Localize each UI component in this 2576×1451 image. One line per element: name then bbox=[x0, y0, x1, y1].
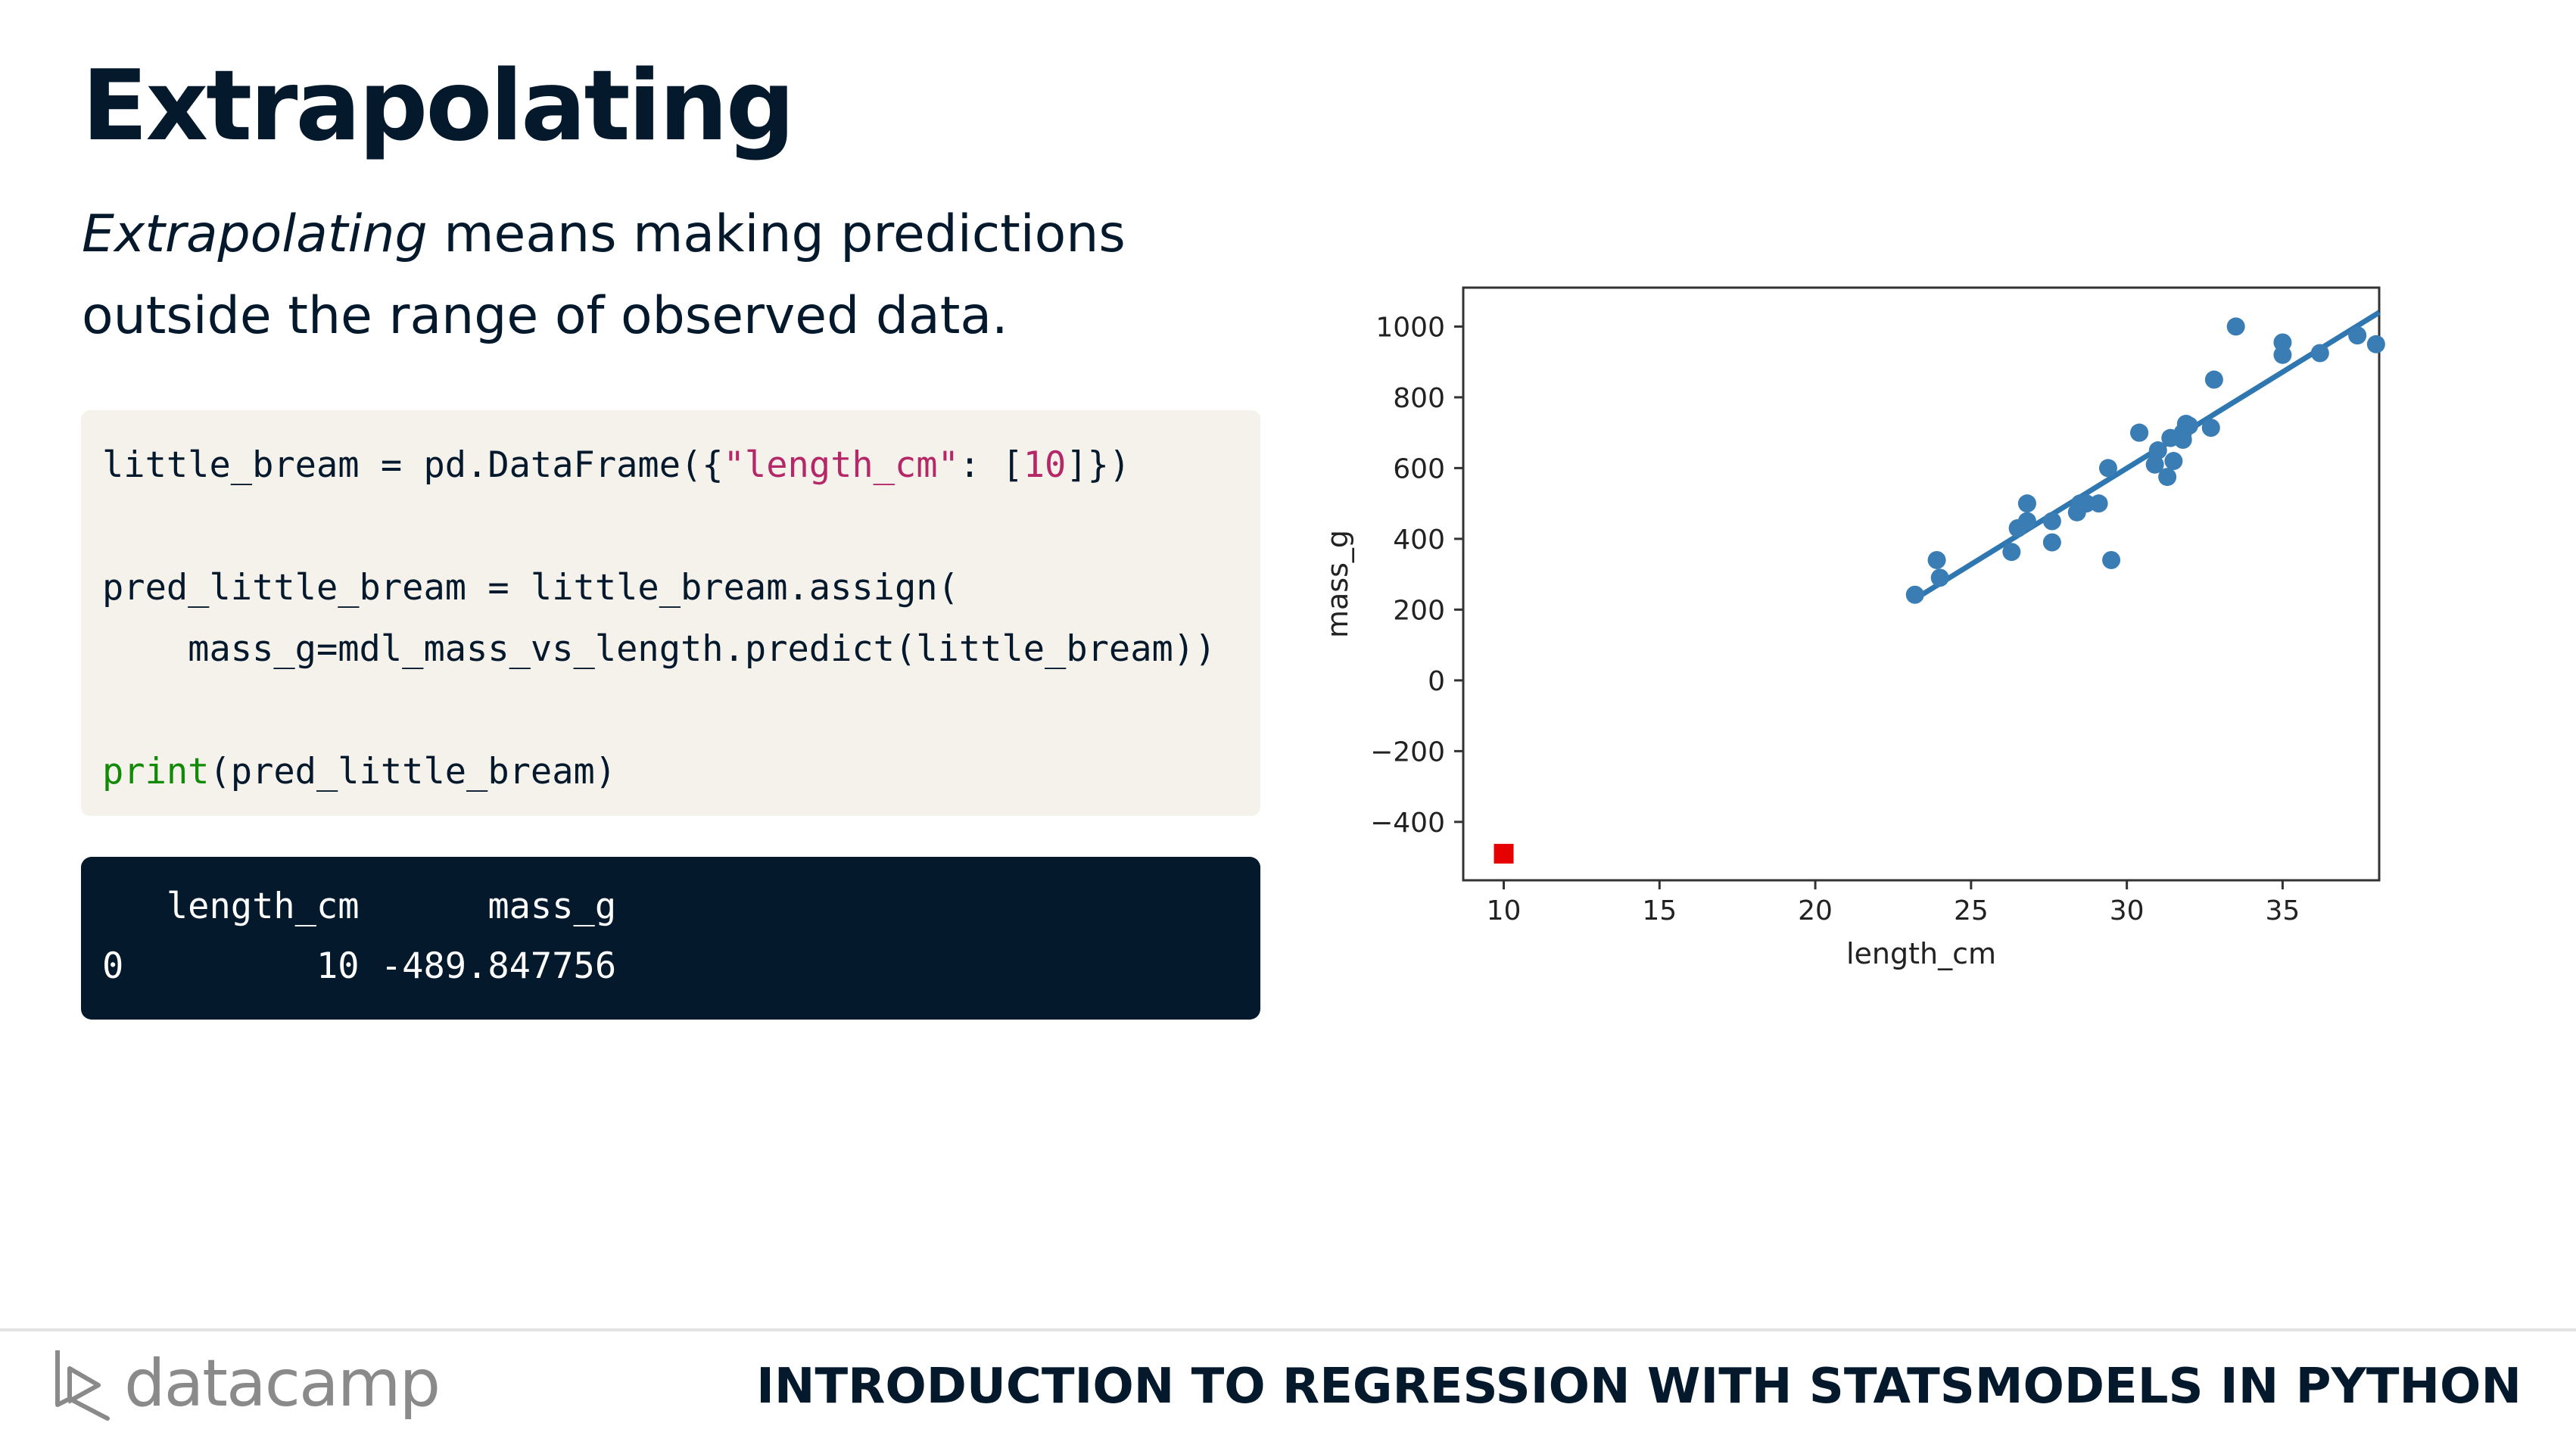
output-header: length_cm mass_g bbox=[102, 886, 617, 927]
code-line bbox=[102, 680, 1239, 741]
x-tick-label: 35 bbox=[2266, 895, 2300, 926]
y-tick-label: −200 bbox=[1370, 736, 1445, 768]
data-point bbox=[2164, 452, 2183, 471]
axis-ticks: 10 15 20 25 30 35 1000 800 600 400 200 0 −200 −400 bbox=[1370, 312, 2300, 926]
data-point bbox=[2017, 494, 2036, 513]
data-points bbox=[1905, 317, 2385, 604]
data-point bbox=[2204, 370, 2223, 389]
y-tick-label: −400 bbox=[1370, 808, 1445, 839]
data-point bbox=[2366, 335, 2385, 353]
code-token: : [ bbox=[958, 444, 1023, 486]
datacamp-logo: datacamp bbox=[53, 1346, 441, 1421]
data-point bbox=[2042, 533, 2061, 552]
data-point bbox=[2310, 344, 2329, 363]
output-row: 0 10 -489.847756 bbox=[102, 945, 617, 987]
data-point bbox=[1930, 568, 1949, 587]
code-token: ]}) bbox=[1066, 444, 1131, 486]
subtitle-emphasis: Extrapolating bbox=[82, 204, 428, 264]
code-token: (pred_little_bream) bbox=[209, 751, 617, 792]
data-point bbox=[2089, 494, 2108, 513]
prediction-layer bbox=[1494, 843, 1514, 864]
prediction-point bbox=[1494, 843, 1514, 864]
code-line: print(pred_little_bream) bbox=[102, 741, 1239, 802]
data-point bbox=[2017, 512, 2036, 531]
data-point bbox=[2158, 468, 2177, 487]
code-number: 10 bbox=[1023, 444, 1067, 486]
data-point bbox=[2226, 317, 2245, 336]
data-point bbox=[2042, 512, 2061, 531]
code-function: print bbox=[102, 751, 210, 792]
code-token: little_bream = pd.DataFrame({ bbox=[102, 444, 724, 486]
y-tick-label: 600 bbox=[1393, 453, 1445, 484]
code-line: pred_little_bream = little_bream.assign( bbox=[102, 567, 959, 609]
code-string: "length_cm" bbox=[723, 444, 959, 486]
code-line: little_bream = pd.DataFrame({"length_cm"… bbox=[102, 434, 1239, 496]
x-tick-label: 15 bbox=[1642, 895, 1677, 926]
scatter-chart: 10 15 20 25 30 35 1000 800 600 400 200 0 −200 −400 le… bbox=[1321, 286, 2385, 970]
x-tick-label: 10 bbox=[1487, 895, 1522, 926]
y-tick-label: 0 bbox=[1428, 666, 1445, 697]
logo-wordmark: datacamp bbox=[124, 1346, 441, 1421]
y-axis-label: mass_g bbox=[1321, 530, 1354, 638]
subtitle-text: means making predictions bbox=[427, 204, 1126, 264]
data-point bbox=[2098, 459, 2117, 478]
data-point bbox=[2130, 423, 2149, 442]
footer-divider bbox=[0, 1328, 2576, 1331]
data-point bbox=[2077, 494, 2096, 513]
regression-line-layer bbox=[1913, 310, 2381, 602]
data-point bbox=[1927, 550, 1946, 569]
plot-area bbox=[1462, 286, 2381, 882]
datacamp-logo-icon bbox=[55, 1350, 110, 1421]
data-point bbox=[2148, 441, 2167, 460]
x-axis-label: length_cm bbox=[1846, 937, 1996, 970]
course-title: INTRODUCTION TO REGRESSION WITH STATSMOD… bbox=[756, 1359, 2521, 1415]
regression-line bbox=[1913, 310, 2381, 602]
code-line bbox=[102, 496, 1239, 557]
x-tick-label: 20 bbox=[1798, 895, 1833, 926]
data-point bbox=[2273, 333, 2292, 352]
x-tick-label: 25 bbox=[1954, 895, 1989, 926]
y-tick-label: 800 bbox=[1393, 383, 1445, 414]
data-point bbox=[1905, 585, 1924, 604]
y-tick-label: 200 bbox=[1393, 595, 1445, 626]
subtitle-line2: outside the range of observed data. bbox=[82, 286, 1008, 346]
slide-subtitle: Extrapolating means making predictions ou… bbox=[82, 194, 1263, 357]
code-block: little_bream = pd.DataFrame({"length_cm"… bbox=[81, 410, 1260, 816]
data-point bbox=[2179, 416, 2198, 435]
slide-title: Extrapolating bbox=[82, 50, 795, 163]
y-tick-label: 1000 bbox=[1375, 312, 1445, 343]
data-point bbox=[2102, 550, 2121, 569]
data-point bbox=[2002, 543, 2021, 562]
data-point bbox=[2201, 419, 2220, 437]
x-tick-label: 30 bbox=[2110, 895, 2145, 926]
output-block: length_cm mass_g 0 10 -489.847756 bbox=[81, 857, 1260, 1020]
data-point bbox=[2145, 455, 2164, 474]
code-line: mass_g=mdl_mass_vs_length.predict(little… bbox=[102, 628, 1216, 670]
data-point bbox=[2348, 326, 2367, 345]
y-tick-label: 400 bbox=[1393, 525, 1445, 556]
